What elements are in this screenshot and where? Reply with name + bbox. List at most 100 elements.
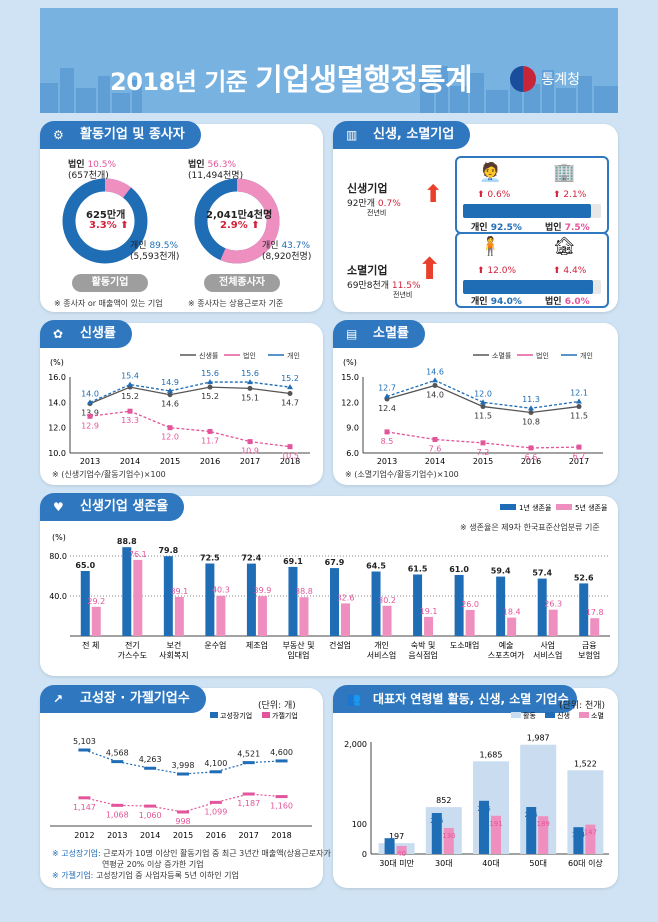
bar-5년 생존율 — [424, 616, 434, 636]
death-rate-note: ※ (소멸기업수/활동기업수)×100 — [345, 470, 459, 479]
data-label: 852 — [436, 796, 451, 805]
y-tick-label: 15.0 — [341, 373, 359, 382]
legend-swatch — [556, 504, 572, 510]
legend-swatch — [262, 712, 270, 718]
category-label: 가스수도 — [118, 651, 147, 660]
data-label: 40.3 — [212, 586, 230, 595]
data-label: 15.6 — [241, 369, 259, 378]
data-point — [167, 425, 173, 431]
donut1-corp-count: (657천개) — [68, 171, 109, 181]
bar-1년 생존율 — [122, 547, 132, 636]
data-label: 12.9 — [81, 421, 99, 430]
closed-detail-box: 🧍 🏚 ⬆ 12.0% ⬆ 4.4% 개인 94.0% 법인 6.0% — [455, 232, 609, 308]
data-point — [432, 436, 438, 442]
data-label: 52.6 — [574, 573, 594, 582]
new-indiv-share-fill — [463, 204, 591, 218]
series-line-개인 — [89, 381, 291, 403]
data-label: 10.9 — [241, 447, 259, 456]
data-label: 15.2 — [121, 392, 139, 401]
y-tick-label: 100 — [352, 820, 367, 829]
active-panel: ⚙ 활동기업 및 종사자 법인 10.5% (657천개) 625만개 3.3% … — [40, 121, 323, 312]
category-label: 30대 — [435, 859, 453, 868]
new-sub: 전년비 — [367, 209, 387, 217]
survival-title-text: 신생기업 생존율 — [80, 499, 169, 514]
data-point — [111, 760, 124, 764]
category-label: 사업 — [540, 641, 555, 650]
bar-소멸 — [443, 828, 454, 854]
y-tick-label: 12.0 — [341, 398, 359, 407]
category-label: 전기 — [125, 640, 140, 650]
newclose-panel-title: ▥ 신생, 소멸기업 — [333, 121, 471, 149]
series-line-개인 — [386, 379, 580, 409]
legend-swatch — [545, 712, 555, 718]
legend-swatch — [210, 712, 218, 718]
donut1-indiv-count: (5,593천개) — [130, 252, 180, 262]
data-point — [247, 385, 253, 391]
category-label: 임대업 — [287, 651, 309, 660]
title-prefix: 2018년 기준 — [110, 68, 248, 96]
legend-label: 신생 — [557, 712, 570, 720]
data-label: 8.5 — [381, 437, 394, 446]
growth-chart: 고성장기업 가젤기업 2012 2013 2014 2015 2016 2017 2018 5,1… — [50, 712, 312, 840]
bar-5년 생존율 — [590, 618, 600, 636]
legend-label: 활동 — [523, 712, 536, 720]
bar-소멸 — [585, 824, 596, 854]
closed-indiv-share: 개인 94.0% — [471, 297, 522, 307]
data-label: 40 — [397, 850, 406, 858]
legend-label: 신생률 — [199, 351, 219, 360]
bar-신생 — [573, 827, 584, 854]
data-label: 1,685 — [480, 750, 503, 759]
legend-label: 개인 — [580, 351, 593, 360]
building-icon: 🏢 — [553, 162, 576, 183]
growth-unit: (단위: 개) — [258, 701, 296, 711]
data-point — [576, 398, 582, 404]
data-point — [144, 766, 157, 770]
category-label: 서비스업 — [367, 651, 396, 660]
closed-corp-share: 법인 6.0% — [545, 297, 590, 307]
donut2-corp-segment — [194, 178, 280, 264]
y-unit-label: (%) — [343, 358, 357, 367]
new-share-bar — [463, 204, 601, 218]
y-tick-label: 9.0 — [346, 424, 359, 433]
survival-title: ♥ 신생기업 생존율 — [40, 493, 185, 521]
gear-icon: ⚙ — [53, 128, 64, 142]
data-point — [287, 444, 293, 450]
closed-corp-change: ⬆ 4.4% — [553, 266, 587, 276]
data-label: 32.6 — [337, 593, 355, 602]
closed-up-arrow-icon: ⬆ — [417, 252, 443, 287]
data-label: 6.7 — [573, 452, 586, 461]
data-point — [528, 405, 534, 411]
data-label: 12.0 — [161, 433, 179, 442]
data-point — [480, 440, 486, 446]
x-tick-label: 2014 — [425, 457, 445, 466]
data-label: 13.9 — [81, 409, 99, 418]
survival-panel: ♥ 신생기업 생존율 (%) 40.0 80.0 1년 생존율 5년 생존율 65.0 29.… — [40, 493, 618, 676]
legend-label: 개인 — [287, 351, 300, 360]
legend-label: 소멸 — [591, 712, 604, 720]
donut1-note: ※ 종사자 or 매출액이 있는 기업 — [54, 299, 163, 308]
data-label: 39.1 — [170, 587, 188, 596]
data-label: 14.7 — [281, 398, 299, 407]
bar-5년 생존율 — [299, 597, 309, 636]
death-rate-panel: ▤ 소멸률 (%) 6.0 9.0 12.0 15.0 2013 2014 2015 2016 20… — [333, 320, 618, 485]
data-point — [576, 444, 582, 450]
data-label: 130 — [442, 832, 455, 840]
growth-note1: ※ 고성장기업: 근로자가 10명 이상인 활동기업 중 최근 3년간 매출액(… — [52, 849, 331, 858]
data-label: 3,998 — [172, 761, 195, 770]
category-label: 60대 이상 — [568, 858, 603, 868]
category-label: 예술 — [499, 640, 514, 650]
data-label: 1,060 — [139, 811, 162, 820]
birth-rate-note: ※ (신생기업수/활동기업수)×100 — [52, 470, 166, 479]
data-label: 88.8 — [117, 537, 137, 546]
data-point — [247, 439, 253, 445]
x-tick-label: 2012 — [74, 831, 94, 840]
data-label: 4,568 — [106, 749, 129, 758]
data-point — [528, 409, 534, 415]
data-point — [432, 382, 438, 388]
data-label: 17.8 — [586, 608, 604, 617]
data-point — [167, 387, 173, 393]
bar-5년 생존율 — [216, 595, 226, 636]
x-tick-label: 2018 — [271, 831, 291, 840]
data-label: 1,187 — [237, 799, 260, 808]
data-label: 191 — [489, 820, 502, 828]
